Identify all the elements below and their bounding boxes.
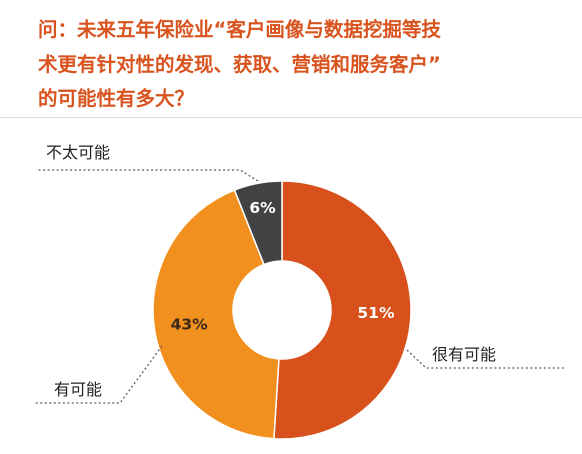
value-label-unlikely: 6% <box>249 199 276 217</box>
chart-title-line-2: 术更有针对性的发现、获取、营销和服务客户” <box>38 53 441 76</box>
chart-title-line-3: 的可能性有多大？ <box>38 87 195 110</box>
leader-line-likely <box>34 345 163 404</box>
category-label-unlikely: 不太可能 <box>46 143 110 162</box>
title-divider <box>0 117 582 118</box>
slice-very-likely <box>273 180 412 440</box>
category-label-very-likely: 很有可能 <box>432 345 496 364</box>
value-label-likely: 43% <box>171 316 209 334</box>
slice-unlikely <box>233 180 283 266</box>
value-label-very-likely: 51% <box>357 304 395 322</box>
leader-line-unlikely <box>36 169 259 182</box>
category-label-likely: 有可能 <box>54 380 102 399</box>
chart-title-line-1: 问：未来五年保险业“客户画像与数据挖掘等技 <box>38 18 441 41</box>
slice-likely <box>152 189 280 440</box>
